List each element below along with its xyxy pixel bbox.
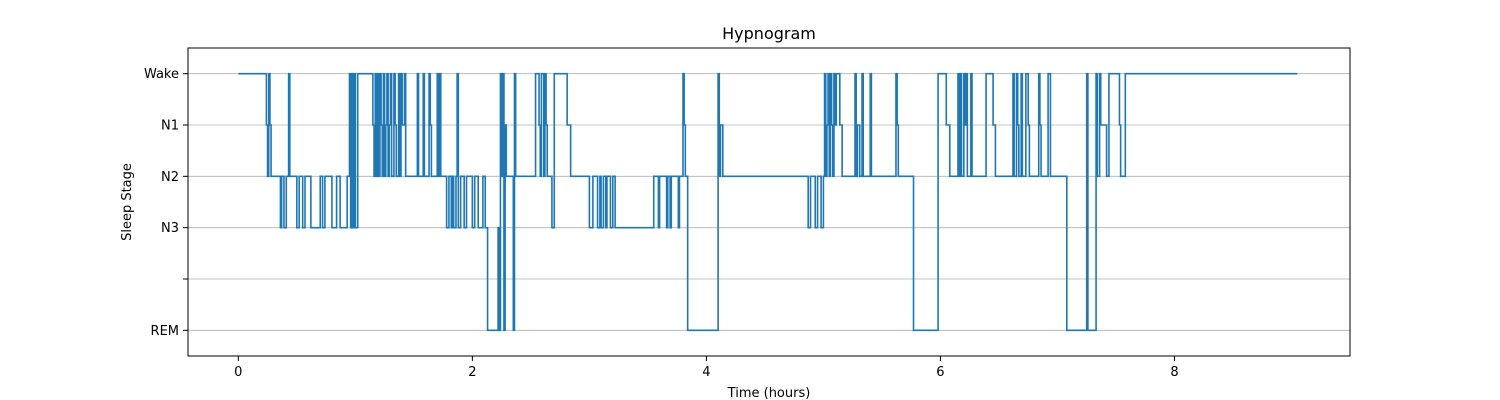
y-tick-label: N1 xyxy=(161,119,179,134)
plot-frame xyxy=(187,47,1351,357)
y-tick-label: N3 xyxy=(161,221,179,236)
series-line-0 xyxy=(238,72,1298,332)
y-axis-label: Sleep Stage xyxy=(120,163,135,241)
y-tick-label: REM xyxy=(151,324,179,339)
x-ticks: 0 2 4 6 8 xyxy=(234,356,1179,380)
x-tick-label: 6 xyxy=(936,365,944,380)
y-tick-label: Wake xyxy=(144,67,179,82)
series-layer xyxy=(238,72,1298,332)
x-tick-label: 2 xyxy=(468,365,476,380)
y-tick-label: N2 xyxy=(161,170,179,185)
y-ticks: REM N3 N2 N1 Wake xyxy=(144,67,188,339)
x-tick-label: 0 xyxy=(234,365,242,380)
x-axis-label: Time (hours) xyxy=(727,386,811,400)
x-tick-label: 8 xyxy=(1170,365,1178,380)
chart-title: Hypnogram xyxy=(722,24,816,43)
x-tick-label: 4 xyxy=(702,365,710,380)
